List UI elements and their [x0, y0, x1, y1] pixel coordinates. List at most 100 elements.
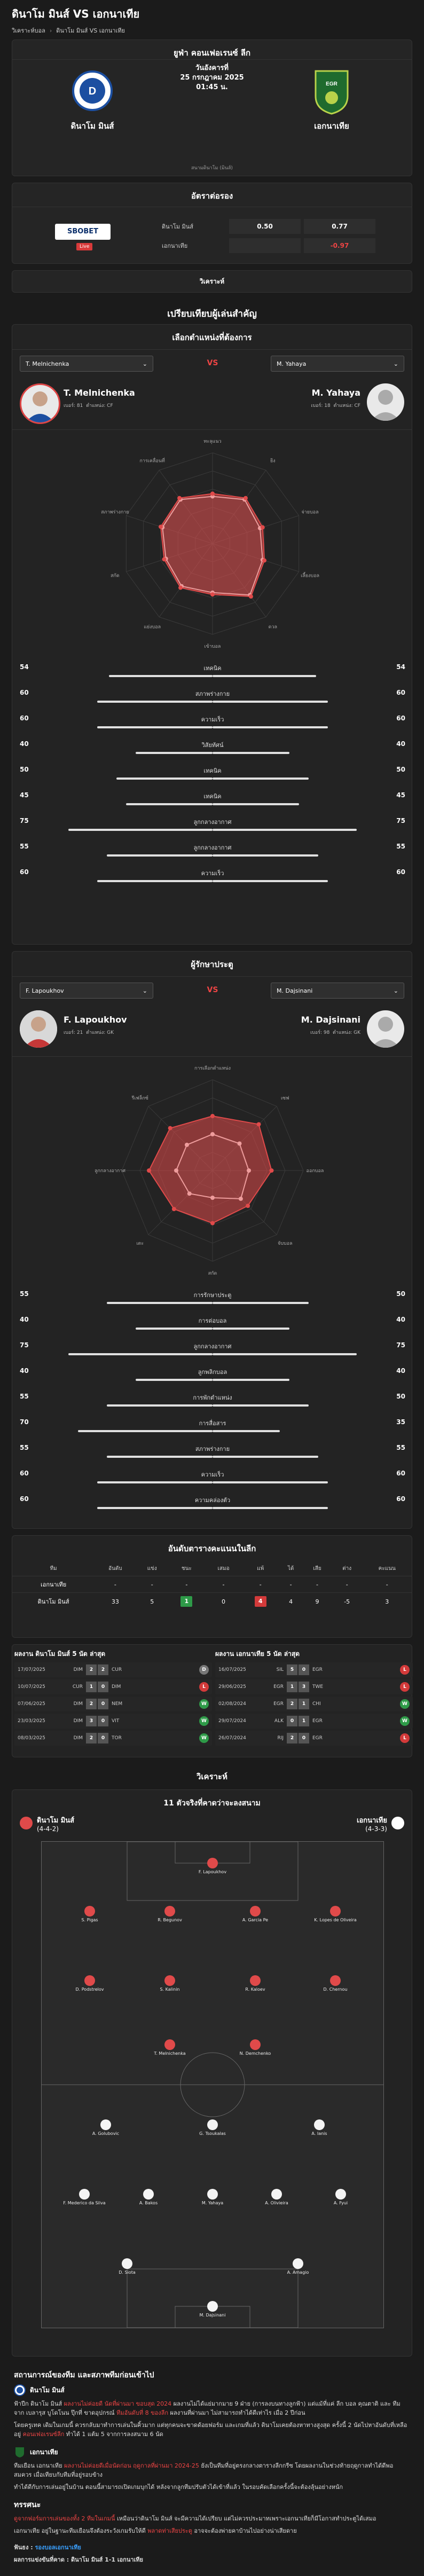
- stat-left-value: 60: [20, 714, 29, 722]
- form-result-badge: L: [400, 1665, 410, 1675]
- radar-axis-label: จ่ายบอล: [301, 510, 318, 515]
- player-label: A. Amagio: [287, 2270, 309, 2275]
- lineup-player[interactable]: F. Mederico da Silva: [60, 2189, 108, 2205]
- conclusion-paragraph-2: เอกนาเทีย อยู่ในฐานะทีมเยือนจึงต้องระวัง…: [14, 2527, 297, 2534]
- shirt-icon: [207, 2301, 218, 2312]
- lineup-player[interactable]: A. Ianis: [295, 2119, 343, 2136]
- lineup-player[interactable]: D. Chernou: [311, 1975, 359, 1992]
- stat-bar-right: [213, 1430, 280, 1432]
- lineup-player[interactable]: M. Yahaya: [189, 2189, 237, 2205]
- radar-axis-label: เลี้ยงบอล: [301, 571, 319, 578]
- lineup-player[interactable]: A. Fyui: [317, 2189, 365, 2205]
- form-row[interactable]: 10/07/2025 CUR 1 0 DIM L: [14, 1679, 212, 1694]
- bookmaker-logo[interactable]: SBOBET: [55, 224, 111, 240]
- keeper-compare-subtitle: ผู้รักษาประตู: [191, 960, 233, 969]
- match-time: 01:45 น.: [196, 83, 228, 91]
- away-paragraph-2: ทำได้ดีกับการเล่นอยู่ในบ้าน ตอนนี้สามารถ…: [14, 2484, 343, 2491]
- lineup-player[interactable]: T. Melnichenka: [146, 2039, 194, 2056]
- form-row[interactable]: 23/03/2025 DIM 3 0 VIT W: [14, 1714, 212, 1729]
- breadcrumb-home[interactable]: วิเคราะห์บอล: [12, 27, 45, 34]
- keeper-compare-panel: ผู้รักษาประตู F. Lapoukhov ⌄ VS M. Dajsin…: [12, 951, 412, 1529]
- lineup-player[interactable]: D. Siota: [103, 2258, 151, 2275]
- standings-cell-d: 0: [205, 1592, 242, 1610]
- lineup-player[interactable]: S. Pigas: [66, 1906, 114, 1922]
- stat-row: 60 ความคล่องตัว 60: [12, 1493, 413, 1515]
- stat-left-value: 60: [20, 868, 29, 876]
- live-badge[interactable]: Live: [76, 243, 93, 250]
- lineup-player[interactable]: A. Golubovic: [82, 2119, 130, 2136]
- form-row[interactable]: 29/07/2024 ALK 0 1 EGR W: [215, 1714, 413, 1729]
- stat-left-value: 70: [20, 1418, 29, 1426]
- stat-label: ลูกพลิกบอล: [198, 1369, 227, 1376]
- lineup-player[interactable]: G. Tsoukalas: [189, 2119, 237, 2136]
- form-team-1: DIM: [73, 1718, 83, 1724]
- attacker-right-select[interactable]: M. Yahaya ⌄: [271, 356, 404, 372]
- radar-point: [256, 1122, 261, 1127]
- player-label: A. Garcia Pe: [242, 1918, 269, 1922]
- radar-axis-label: จับบอล: [278, 1241, 293, 1246]
- breadcrumb-current[interactable]: ดินาโม มินส์ VS เอกนาเทีย: [56, 27, 125, 34]
- keeper-left-select[interactable]: F. Lapoukhov ⌄: [20, 983, 153, 999]
- pick-line: ฟันธง : รองบอลเอกนาเทีย: [14, 2544, 81, 2551]
- form-score-2: 3: [299, 1682, 309, 1692]
- radar-axis-label: ยิง: [270, 458, 276, 464]
- form-row[interactable]: 08/03/2025 DIM 2 0 TOR W: [14, 1731, 212, 1746]
- lineup-player[interactable]: F. Lapoukhov: [189, 1858, 237, 1874]
- standings-row: เอกนาเทีย - - - - - - - - -: [12, 1576, 412, 1593]
- home-team[interactable]: D ดินาโม มินส์: [55, 67, 130, 132]
- shirt-icon: [143, 2189, 154, 2200]
- player-meta-left: เบอร์: 21 ตำแหน่ง: GK: [64, 1030, 114, 1035]
- shirt-icon: [100, 2119, 111, 2130]
- lineup-player[interactable]: A. Olivieira: [253, 2189, 301, 2205]
- lineup-player[interactable]: R. Begunov: [146, 1906, 194, 1922]
- standings-cell-team: ดินาโม มินส์: [12, 1592, 95, 1610]
- stat-label: การสื่อสาร: [199, 1420, 226, 1427]
- lineup-player[interactable]: K. Lopes de Oliveira: [311, 1906, 359, 1922]
- odds-handicap[interactable]: [229, 238, 301, 253]
- lineup-player[interactable]: A. Amagio: [274, 2258, 322, 2275]
- form-row[interactable]: 02/08/2024 EGR 2 1 CHI W: [215, 1697, 413, 1711]
- form-date: 16/07/2025: [218, 1667, 246, 1672]
- lineup-player[interactable]: M. Dajsinani: [189, 2301, 237, 2318]
- lineup-player[interactable]: D. Podstrelov: [66, 1975, 114, 1992]
- lineup-player[interactable]: S. Kalinin: [146, 1975, 194, 1992]
- stat-label: การพักตำแหน่ง: [193, 1394, 232, 1401]
- form-row[interactable]: 29/06/2025 EGR 1 3 TWE L: [215, 1679, 413, 1694]
- player-name-left: F. Lapoukhov: [64, 1015, 127, 1025]
- standings-header: แพ้: [257, 1566, 264, 1572]
- player-label: R. Begunov: [158, 1918, 182, 1922]
- player-name-right: M. Yahaya: [311, 388, 360, 398]
- form-team-1: EGR: [273, 1684, 284, 1690]
- stat-bar-left: [107, 1302, 213, 1304]
- form-row[interactable]: 17/07/2025 DIM 2 2 CUR D: [14, 1662, 212, 1677]
- stat-left-value: 75: [20, 817, 29, 824]
- lineup-player[interactable]: R. Kaloev: [231, 1975, 279, 1992]
- away-team[interactable]: EGR เอกนาเทีย: [294, 67, 369, 132]
- radar-axis-label: การเลือกตำแหน่ง: [194, 1065, 231, 1071]
- form-result-badge: L: [400, 1682, 410, 1692]
- form-row[interactable]: 26/07/2024 RIJ 2 0 EGR L: [215, 1731, 413, 1746]
- odds-panel: อัตราต่อรอง SBOBET Live ดินาโม มินส์ 0.5…: [12, 183, 412, 264]
- conclusion-paragraph-1: ดูจากฟอร์มการเล่นของทั้ง 2 ทีมในเกมนี้ เ…: [14, 2515, 376, 2522]
- lineup-player[interactable]: N. Demchenko: [231, 2039, 279, 2056]
- odds-price[interactable]: 0.77: [304, 219, 375, 234]
- player-label: A. Olivieira: [265, 2201, 288, 2205]
- lineup-player[interactable]: A. Garcia Pe: [231, 1906, 279, 1922]
- home-team-logo: D: [72, 70, 113, 111]
- analysis-button[interactable]: วิเคราะห์: [12, 270, 412, 293]
- stat-left-value: 55: [20, 843, 29, 850]
- standings-cell-gf: -: [279, 1576, 303, 1593]
- lineup-section-title: วิเคราะห์: [196, 1772, 227, 1781]
- attacker-left-select[interactable]: T. Melnichenka ⌄: [20, 356, 153, 372]
- keeper-right-select[interactable]: M. Dajsinani ⌄: [271, 983, 404, 999]
- stat-bar-right: [213, 854, 318, 857]
- stat-left-value: 75: [20, 1341, 29, 1349]
- lineup-player[interactable]: A. Bakos: [124, 2189, 172, 2205]
- stat-label: ความเร็ว: [201, 870, 224, 877]
- form-row[interactable]: 07/06/2025 DIM 2 0 NEM W: [14, 1697, 212, 1711]
- form-row[interactable]: 16/07/2025 SIL 5 0 EGR L: [215, 1662, 413, 1677]
- odds-price[interactable]: -0.97: [304, 238, 375, 253]
- form-date: 23/03/2025: [18, 1718, 45, 1724]
- odds-handicap[interactable]: 0.50: [229, 219, 301, 234]
